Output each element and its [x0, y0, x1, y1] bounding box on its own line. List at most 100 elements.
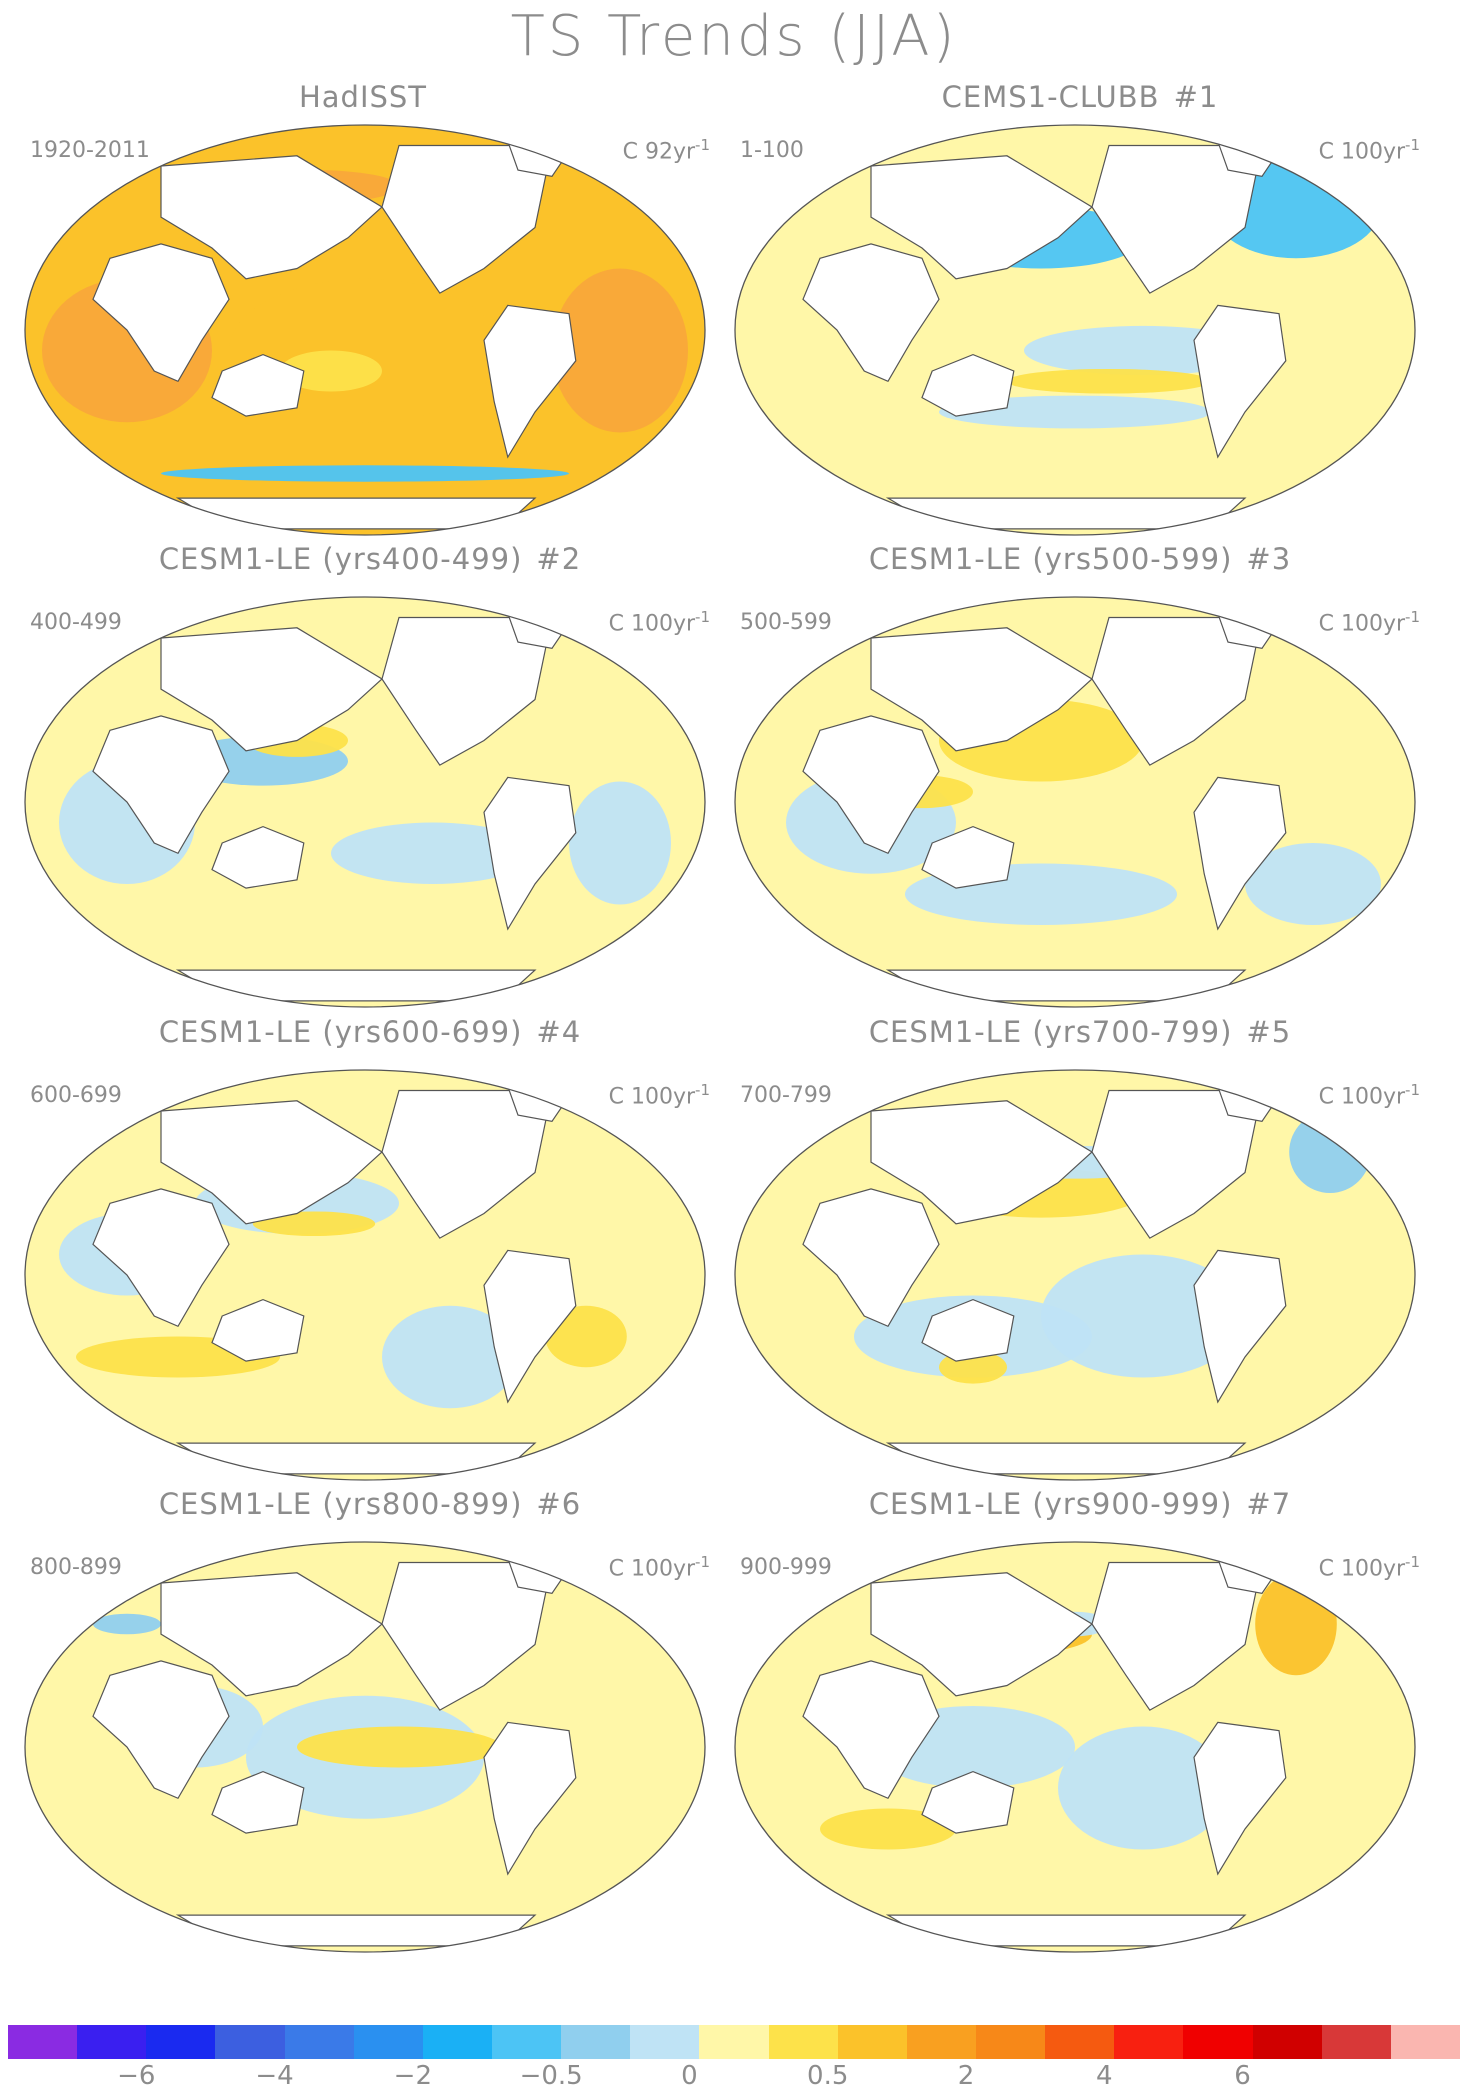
colorbar-tick-label: 0 — [681, 2061, 698, 2091]
colorbar-tick-label: 6 — [1234, 2061, 1251, 2091]
land-antarctica — [885, 969, 1247, 1002]
land-australia — [211, 1770, 305, 1834]
panel-period: 1-100 — [740, 138, 804, 163]
panel-units-text: C 100yr — [608, 1556, 696, 1582]
colorbar-swatch — [975, 2025, 1046, 2059]
land-australia — [211, 825, 305, 889]
land-australia — [921, 1770, 1015, 1834]
panel-title: CESM1-LE (yrs600-699) #4 — [20, 1015, 720, 1049]
land-africa — [802, 1660, 940, 1800]
anomaly-region — [1245, 843, 1381, 925]
map-outline — [734, 124, 1416, 536]
land-australia — [921, 353, 1015, 417]
colorbar-labels: −6 −4 −2 −0.5 0 0.5 2 4 6 — [8, 2061, 1460, 2091]
land-antarctica — [175, 1914, 537, 1947]
map-panel: CESM1-LE (yrs800-899) #6 800-899 C 100yr-1 — [20, 1487, 720, 1987]
panel-title-text: CESM1-LE (yrs500-599) — [868, 542, 1233, 576]
panel-period: 800-899 — [30, 1555, 122, 1580]
colorbar-swatch — [1252, 2025, 1322, 2059]
map-panel: CESM1-LE (yrs700-799) #5 700-799 C 100yr-1 — [730, 1015, 1430, 1515]
land-samerica — [483, 1721, 577, 1876]
land-asia — [160, 627, 384, 752]
map-svg — [734, 1069, 1416, 1481]
panel-units-exponent: -1 — [695, 1081, 710, 1099]
land-australia — [211, 1298, 305, 1362]
colorbar-tick-label: 0.5 — [807, 2061, 849, 2091]
figure-title: TS Trends (JJA) — [510, 4, 958, 69]
panel-units-text: C 92yr — [622, 139, 696, 165]
colorbar-swatch — [77, 2025, 147, 2059]
map-svg — [734, 596, 1416, 1008]
anomaly-region — [1058, 1726, 1228, 1850]
panel-units-exponent: -1 — [1405, 608, 1420, 626]
panel-units-text: C 100yr — [1318, 1084, 1406, 1110]
colorbar-swatch — [1114, 2025, 1184, 2059]
colorbar-swatch — [630, 2025, 700, 2059]
land-antarctica — [175, 969, 537, 1002]
land-africa — [92, 715, 230, 855]
land-africa — [92, 1660, 230, 1800]
panel-period: 500-599 — [740, 610, 832, 635]
land-samerica — [483, 304, 577, 459]
panel-units-exponent: -1 — [695, 1553, 710, 1571]
map-svg — [24, 1541, 706, 1953]
land-samerica — [1193, 1249, 1287, 1404]
panel-title-text: CESM1-LE (yrs600-699) — [158, 1015, 523, 1049]
map-panel: HadISST 1920-2011 C 92yr-1 — [20, 80, 720, 570]
map-outline — [24, 1069, 706, 1481]
land-samerica — [483, 1249, 577, 1404]
panel-units-exponent: -1 — [695, 136, 710, 154]
panel-units-exponent: -1 — [695, 608, 710, 626]
panel-units-exponent: -1 — [1405, 1553, 1420, 1571]
anomaly-region — [93, 1613, 161, 1635]
panel-period: 900-999 — [740, 1555, 832, 1580]
colorbar-swatch — [1321, 2025, 1391, 2059]
anomaly-region — [820, 1808, 956, 1850]
panel-title: CESM1-LE (yrs900-999) #7 — [730, 1487, 1430, 1521]
colorbar-tick-label: −2 — [393, 2061, 433, 2091]
land-australia — [211, 353, 305, 417]
land-antarctica — [885, 497, 1247, 530]
panel-units-text: C 100yr — [1318, 139, 1406, 165]
map-svg — [24, 1069, 706, 1481]
panel-title: CESM1-LE (yrs500-599) #3 — [730, 542, 1430, 576]
land-samerica — [1193, 1721, 1287, 1876]
panel-number: #1 — [1173, 80, 1219, 114]
colorbar-swatch — [491, 2025, 562, 2059]
anomaly-region — [331, 822, 535, 884]
panel-units: C 100yr-1 — [1319, 608, 1420, 636]
panel-units-exponent: -1 — [1405, 1081, 1420, 1099]
panel-period: 700-799 — [740, 1083, 832, 1108]
colorbar-swatch — [284, 2025, 354, 2059]
land-asia — [160, 1572, 384, 1697]
land-africa — [802, 243, 940, 383]
map-outline — [734, 1541, 1416, 1953]
land-samerica — [483, 776, 577, 931]
map-outline — [734, 1069, 1416, 1481]
colorbar-swatch — [1390, 2025, 1460, 2059]
panel-title-text: CESM1-LE (yrs900-999) — [868, 1487, 1233, 1521]
colorbar-swatch — [8, 2025, 78, 2059]
anomaly-region — [382, 1305, 518, 1409]
panel-title-text: HadISST — [298, 80, 428, 114]
colorbar-swatches — [8, 2025, 1460, 2059]
land-asia — [870, 1572, 1094, 1697]
panel-title-text: CEMS1-CLUBB — [941, 80, 1160, 114]
panel-units: C 100yr-1 — [609, 1081, 710, 1109]
colorbar-swatch — [837, 2025, 907, 2059]
land-antarctica — [175, 1442, 537, 1475]
map-svg — [24, 124, 706, 536]
panel-title: CESM1-LE (yrs800-899) #6 — [20, 1487, 720, 1521]
anomaly-region — [1007, 368, 1211, 394]
land-africa — [802, 1188, 940, 1328]
panel-number: #6 — [536, 1487, 582, 1521]
map-panel: CEMS1-CLUBB #1 1-100 C 100yr-1 — [730, 80, 1430, 570]
map-outline — [24, 596, 706, 1008]
panel-number: #3 — [1246, 542, 1292, 576]
panel-units: C 100yr-1 — [1319, 136, 1420, 164]
panel-units: C 100yr-1 — [1319, 1553, 1420, 1581]
land-africa — [92, 1188, 230, 1328]
land-australia — [921, 1298, 1015, 1362]
anomaly-region — [161, 465, 569, 482]
colorbar-swatch — [353, 2025, 423, 2059]
